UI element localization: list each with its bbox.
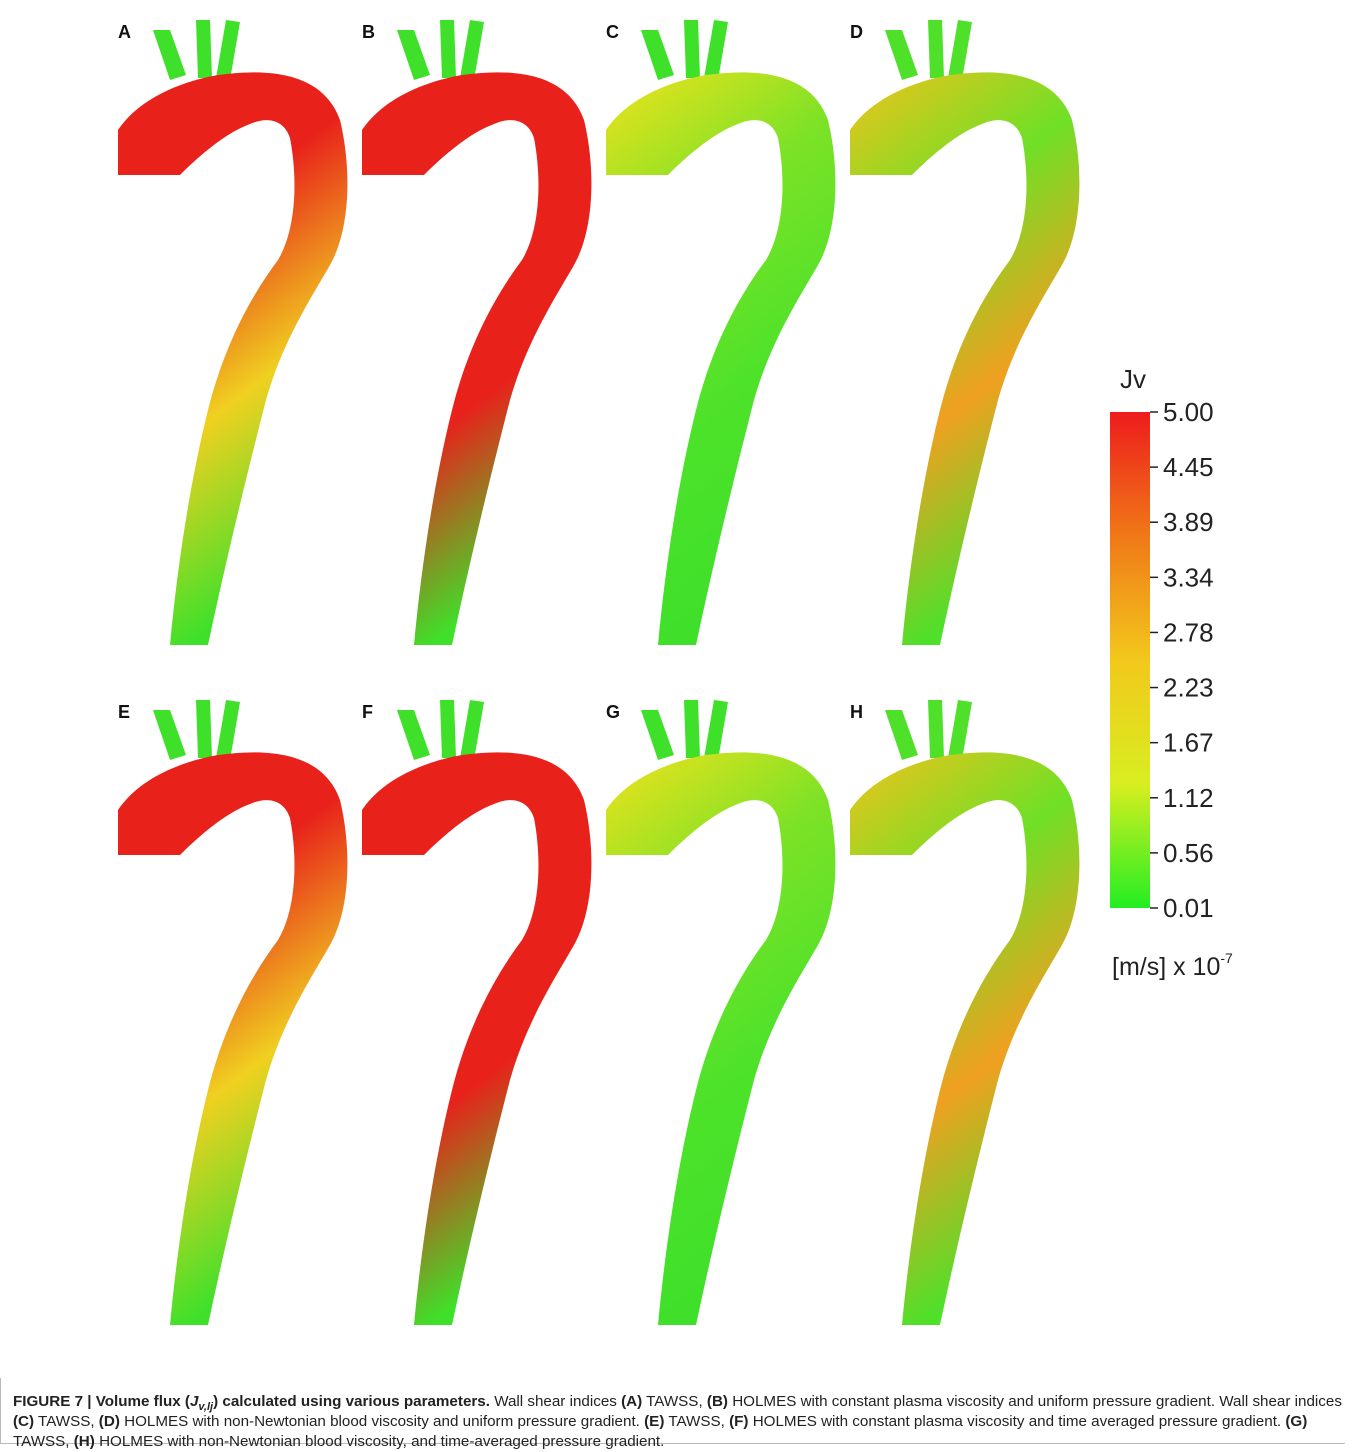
caption-run: (C) xyxy=(13,1413,34,1430)
panel-label: C xyxy=(606,22,619,42)
colorbar-tick-label: 4.45 xyxy=(1163,452,1214,482)
caption-run: HOLMES with non-Newtonian blood viscosit… xyxy=(120,1413,644,1430)
panel-label: A xyxy=(118,22,131,42)
aorta-surface xyxy=(850,72,1079,645)
caption-run: (F) xyxy=(729,1413,748,1430)
panel: B xyxy=(362,20,591,645)
caption-run: HOLMES with constant plasma viscosity an… xyxy=(728,1393,1342,1410)
panel-label: D xyxy=(850,22,863,42)
aorta-surface xyxy=(606,752,835,1325)
colorbar-tick-label: 3.34 xyxy=(1163,562,1214,592)
aorta-surface xyxy=(362,752,591,1325)
aorta-branches xyxy=(641,20,728,80)
colorbar-title: Jv xyxy=(1120,364,1146,394)
colorbar-tick-label: 2.23 xyxy=(1163,673,1214,703)
panel: H xyxy=(850,700,1079,1325)
figure: A B C D E F G H Jv 5.00 4.45 3.89 3.34 2.78 2.23 1.67 1… xyxy=(0,0,1360,1370)
aorta-branches xyxy=(885,20,972,80)
caption-run: TAWSS, xyxy=(664,1413,729,1430)
colorbar-tick-label: 1.67 xyxy=(1163,728,1214,758)
colorbar-tick-label: 0.01 xyxy=(1163,893,1214,923)
colorbar-scale xyxy=(1110,412,1150,908)
caption-run: (B) xyxy=(707,1393,728,1410)
panel: G xyxy=(606,700,835,1325)
colorbar-tick-label: 5.00 xyxy=(1163,397,1214,427)
caption-run: (H) xyxy=(74,1433,95,1450)
caption-run: HOLMES with constant plasma viscosity an… xyxy=(748,1413,1285,1430)
panel: C xyxy=(606,20,835,645)
colorbar-tick-label: 2.78 xyxy=(1163,617,1214,647)
panel-label: G xyxy=(606,702,620,722)
aorta-branches xyxy=(641,700,728,760)
panel: F xyxy=(362,700,591,1325)
caption-run: HOLMES with non-Newtonian blood viscosit… xyxy=(95,1433,665,1450)
figure-caption: FIGURE 7 | Volume flux (Jv,lj) calculate… xyxy=(0,1378,1345,1444)
aorta-surface xyxy=(850,752,1079,1325)
aorta-branches xyxy=(153,20,240,80)
aorta-branches xyxy=(397,700,484,760)
panels: A B C D E F G H xyxy=(118,20,1079,1325)
caption-run: v,lj xyxy=(198,1401,213,1413)
panel-label: H xyxy=(850,702,863,722)
aorta-surface xyxy=(606,72,835,645)
aorta-surface xyxy=(118,752,347,1325)
aorta-branches xyxy=(153,700,240,760)
colorbar-unit: [m/s] x 10-7 xyxy=(1112,950,1233,981)
unit-exponent: -7 xyxy=(1220,950,1233,966)
caption-run: (D) xyxy=(99,1413,120,1430)
caption-run: TAWSS, xyxy=(34,1413,99,1430)
colorbar-tick-label: 0.56 xyxy=(1163,838,1214,868)
caption-run: (A) xyxy=(621,1393,642,1410)
caption-run: FIGURE 7 | Volume flux ( xyxy=(13,1393,190,1410)
panel: E xyxy=(118,700,347,1325)
panel-label: F xyxy=(362,702,373,722)
caption-run: TAWSS, xyxy=(642,1393,707,1410)
aorta-surface xyxy=(118,72,347,645)
aorta-branches xyxy=(397,20,484,80)
panel: D xyxy=(850,20,1079,645)
panel-label: E xyxy=(118,702,130,722)
caption-run: Wall shear indices xyxy=(490,1393,621,1410)
panel-label: B xyxy=(362,22,375,42)
aorta-branches xyxy=(885,700,972,760)
colorbar-tick-label: 1.12 xyxy=(1163,783,1214,813)
caption-run: (E) xyxy=(644,1413,664,1430)
unit-text: [m/s] x 10 xyxy=(1112,953,1220,981)
caption-run: ) calculated using various parameters. xyxy=(213,1393,490,1410)
caption-run: (G) xyxy=(1285,1413,1307,1430)
aorta-surface xyxy=(362,72,591,645)
colorbar-tick-label: 3.89 xyxy=(1163,507,1214,537)
colorbar: Jv 5.00 4.45 3.89 3.34 2.78 2.23 1.67 1.12 0.56 0.… xyxy=(1110,364,1233,981)
page: A B C D E F G H Jv 5.00 4.45 3.89 3.34 2.78 2.23 1.67 1… xyxy=(0,0,1360,1450)
panel: A xyxy=(118,20,347,645)
caption-run: TAWSS, xyxy=(13,1433,74,1450)
